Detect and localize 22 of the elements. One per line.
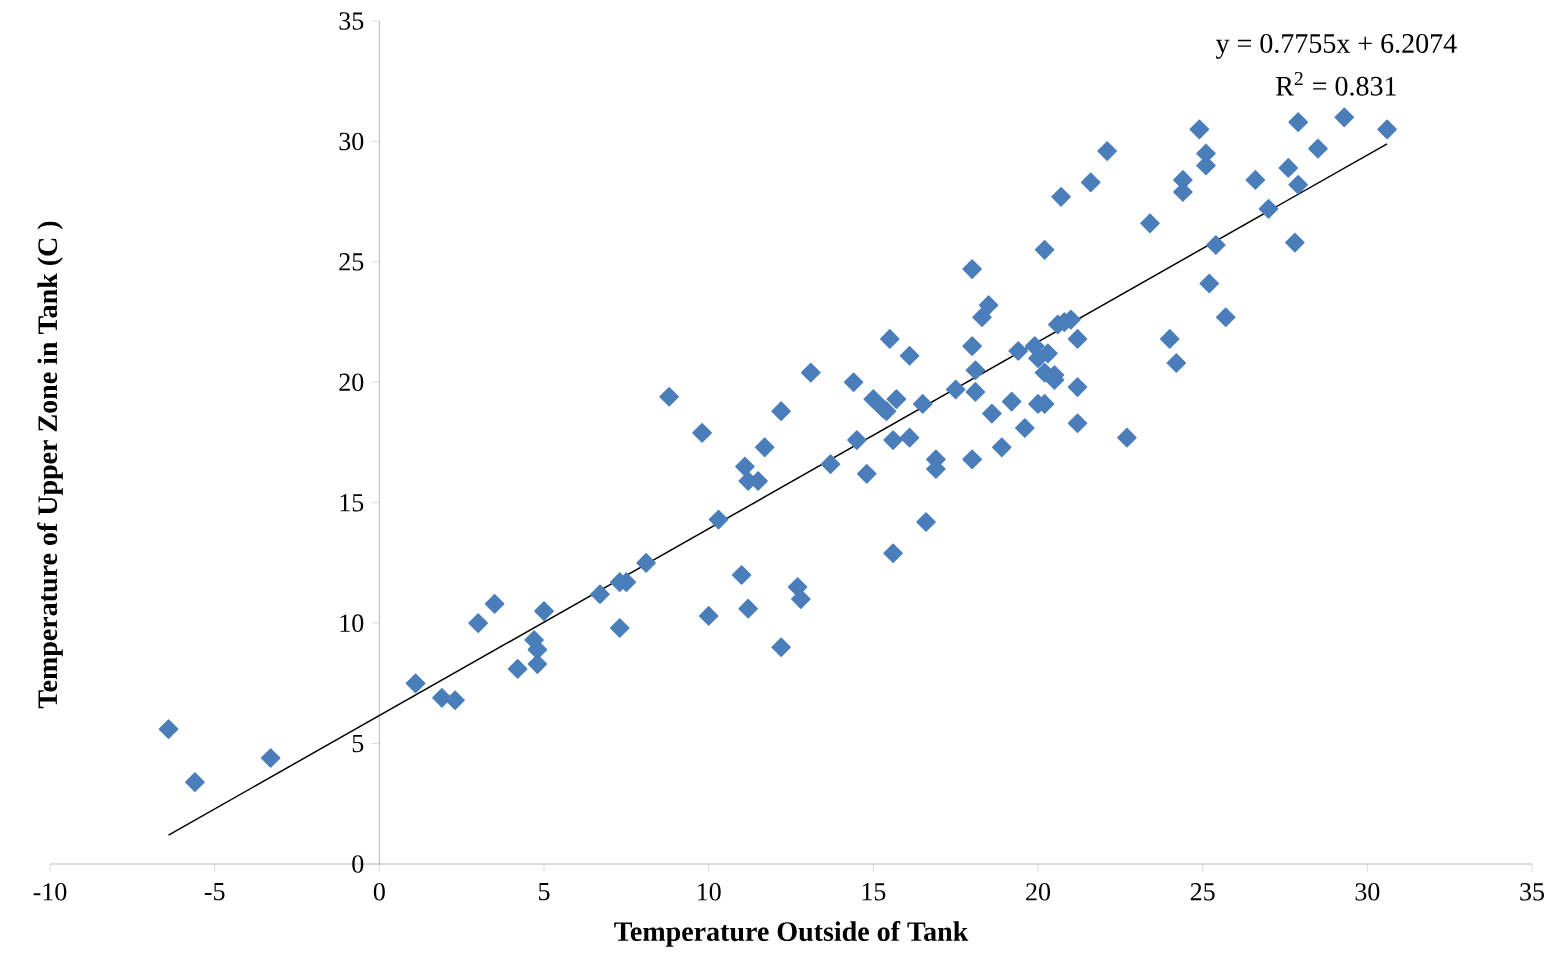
x-tick-label: -5 [204,883,225,901]
x-axis-title: Temperature Outside of Tank [614,921,969,947]
annotation: y = 0.7755x + 6.2074 [1215,34,1457,59]
x-tick-label: 0 [373,883,385,901]
x-tick-label: -10 [33,883,67,901]
y-tick-label: 0 [352,855,364,873]
y-tick-label: 25 [339,253,364,271]
y-tick-label: 35 [339,12,364,30]
y-tick-label: 10 [340,614,364,632]
y-tick-label: 15 [340,494,364,512]
y-tick-label: 20 [339,373,364,392]
x-tick-label: 30 [1355,883,1380,901]
y-tick-label: 30 [339,132,364,151]
y-tick-label: 5 [352,734,364,753]
x-tick-label: 5 [539,883,550,901]
annotation: R$^{2}$ = 0.831 [1276,71,1396,96]
x-tick-label: 20 [1026,883,1051,901]
x-tick-label: 35 [1520,883,1544,901]
x-tick-label: 10 [697,883,721,901]
x-tick-label: 25 [1190,883,1215,901]
x-tick-label: 15 [862,883,886,901]
y-axis-title: Temperature of Upper Zone in Tank (C ) [37,221,63,709]
